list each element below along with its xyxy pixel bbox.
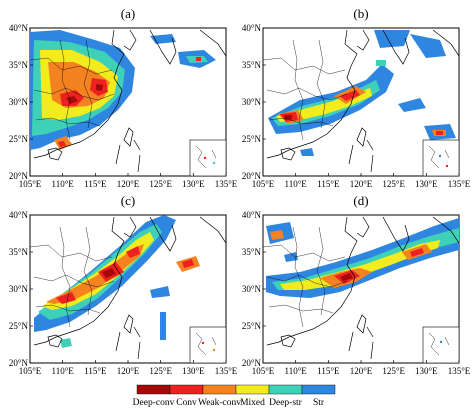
y-tick-label-b-3: 35°N [242,60,262,70]
x-tick-label-c-2: 115°E [84,366,107,376]
coastline-a [33,29,226,173]
legend-swatch-0 [136,384,171,395]
legend-swatch-1 [169,384,204,395]
x-tick-label-d-2: 115°E [317,366,340,376]
y-tick-label-d-0: 20°N [242,358,262,368]
x-tick-label-b-1: 110°E [285,179,308,189]
x-tick-label-a-5: 130°E [182,179,205,189]
legend-label-1: Conv [176,398,197,408]
x-tick-label-a-3: 120°E [117,179,140,189]
legend-swatch-5 [301,384,336,395]
x-tick-label-d-0: 105°E [252,366,275,376]
y-tick-label-b-0: 20°N [242,171,262,181]
rain-field-c [34,215,200,348]
panel-d: (d) [262,193,460,364]
x-tick-label-c-1: 110°E [52,366,75,376]
legend-label-3: Mixed [240,398,265,408]
y-tick-label-c-3: 35°N [9,247,29,257]
x-tick-label-a-4: 125°E [149,179,172,189]
panel-label-c: (c) [121,193,135,208]
y-tick-label-c-0: 20°N [9,358,29,368]
x-tick-label-c-0: 105°E [19,366,42,376]
x-tick-label-a-2: 115°E [84,179,107,189]
x-tick-label-c-5: 130°E [182,366,205,376]
inset-box-d [422,326,459,363]
x-tick-label-d-6: 135°E [448,366,471,376]
x-tick-label-c-6: 135°E [215,366,238,376]
x-tick-label-b-3: 120°E [350,179,373,189]
y-tick-label-b-2: 30°N [242,97,262,107]
legend-label-5: Str [313,398,325,408]
panel-c: (c) [29,193,227,364]
x-tick-label-d-1: 110°E [285,366,308,376]
y-tick-label-a-0: 20°N [9,171,29,181]
legend-swatch-3 [235,384,270,395]
province-borders-c [30,226,115,328]
x-tick-label-d-4: 125°E [382,366,405,376]
y-tick-label-d-1: 25°N [242,321,262,331]
province-borders-b [263,39,348,141]
x-tick-label-b-0: 105°E [252,179,275,189]
legend-label-0: Deep-conv [133,398,175,408]
y-tick-label-b-1: 25°N [242,134,262,144]
x-tick-label-a-1: 110°E [52,179,75,189]
legend-label-2: Weak-conv [198,398,241,408]
inset-box-a [189,139,226,176]
inset-box-b [422,139,459,176]
legend-swatch-2 [202,384,237,395]
y-tick-label-b-4: 40°N [242,23,262,33]
y-tick-label-c-2: 30°N [9,284,29,294]
y-tick-label-a-2: 30°N [9,97,29,107]
axis-ticks: 105°E 110°E 115°E 120°E 125°E 130°E 135°E 20°N 2… [9,23,471,376]
y-tick-label-d-4: 40°N [242,210,262,220]
x-tick-label-b-2: 115°E [317,179,340,189]
coastline-c [33,216,226,360]
coastline-b [266,29,459,173]
inset-box-c [189,326,226,363]
y-tick-label-c-4: 40°N [9,210,29,220]
x-tick-label-a-6: 135°E [215,179,238,189]
x-tick-label-c-4: 125°E [149,366,172,376]
panel-label-b: (b) [353,6,368,21]
legend-label-4: Deep-str [269,398,303,408]
y-tick-label-a-3: 35°N [9,60,29,70]
panel-label-d: (d) [353,193,368,208]
province-borders-a [30,39,115,141]
panel-label-a: (a) [121,6,135,21]
y-tick-label-d-3: 35°N [242,247,262,257]
panel-b: (b) [262,6,460,177]
x-tick-label-d-3: 120°E [350,366,373,376]
legend: Deep-conv Conv Weak-conv Mixed Deep-str Str [133,384,336,408]
x-tick-label-b-4: 125°E [382,179,405,189]
x-tick-label-b-5: 130°E [415,179,438,189]
coastline-d [266,216,459,360]
x-tick-label-a-0: 105°E [19,179,42,189]
x-tick-label-d-5: 130°E [415,366,438,376]
y-tick-label-a-4: 40°N [9,23,29,33]
y-tick-label-a-1: 25°N [9,134,29,144]
x-tick-label-b-6: 135°E [448,179,471,189]
rain-field-d [266,218,459,298]
panel-a: (a) [29,6,227,177]
y-tick-label-c-1: 25°N [9,321,29,331]
legend-swatch-4 [268,384,303,395]
y-tick-label-d-2: 30°N [242,284,262,294]
x-tick-label-c-3: 120°E [117,366,140,376]
province-borders-d [263,226,348,328]
